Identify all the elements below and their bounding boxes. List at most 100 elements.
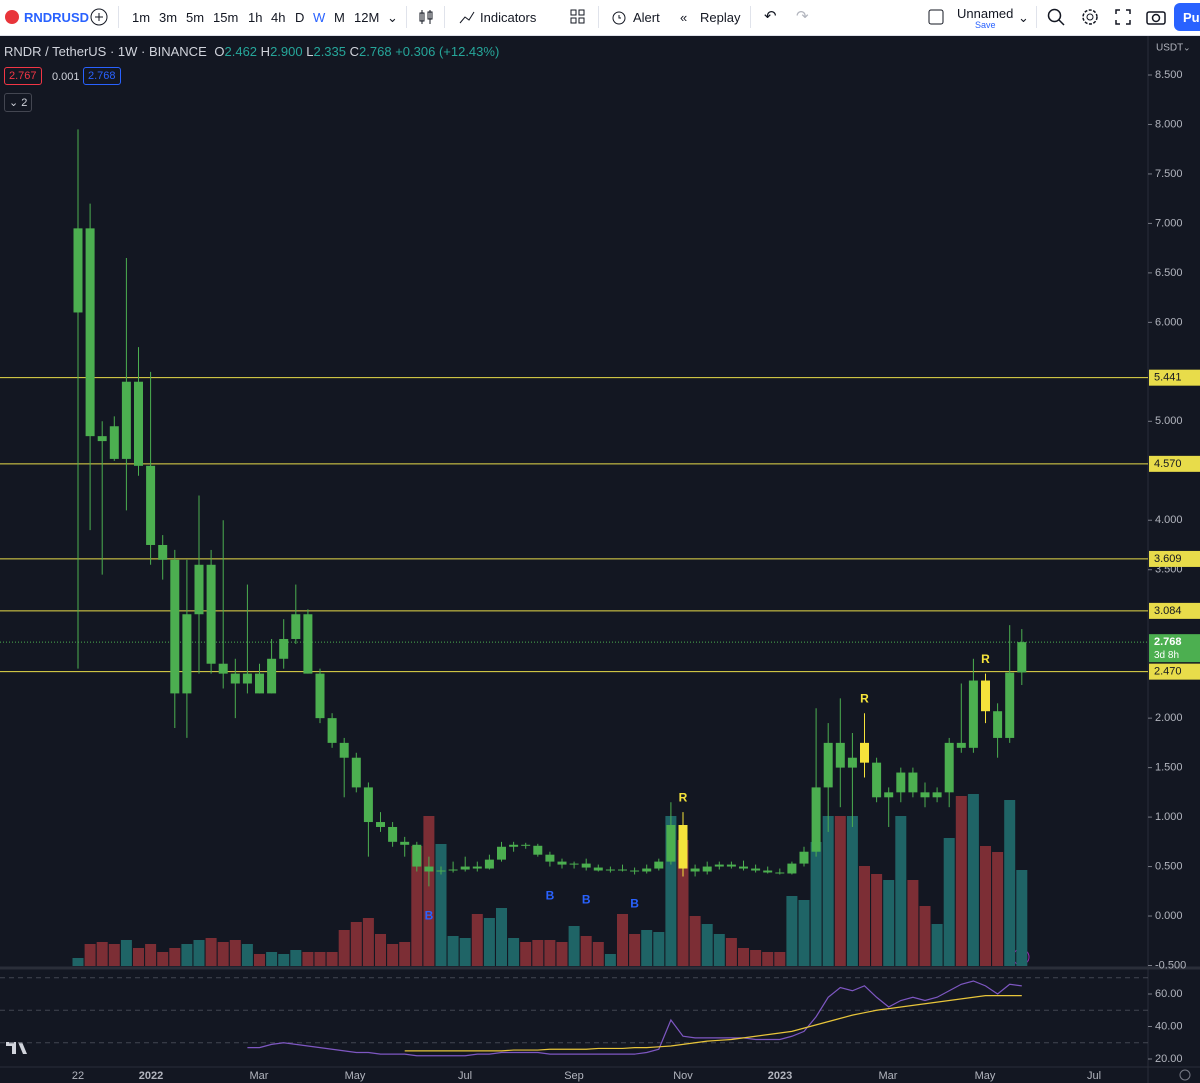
high: 2.900 [270, 44, 303, 59]
layout-name[interactable]: Unnamed [957, 6, 1014, 21]
currency-dropdown[interactable]: ⌄ [1183, 42, 1191, 52]
candle-body [751, 868, 761, 871]
undo[interactable]: ↶ [764, 8, 777, 25]
chart-type[interactable] [418, 8, 434, 26]
rsi-tick-label: 20.00 [1155, 1053, 1183, 1065]
level-label-bg [1149, 455, 1200, 472]
candle-body [339, 742, 349, 758]
separator [1036, 6, 1037, 28]
x-tick-label: 22 [72, 1070, 84, 1082]
volume-bar [725, 938, 737, 966]
y-tick-label: 0.000 [1155, 910, 1183, 922]
x-tick-label: 2022 [139, 1070, 163, 1082]
signal-label: R [860, 691, 869, 705]
volume-bar [459, 938, 471, 966]
candle-body [860, 742, 869, 763]
interval[interactable]: D [295, 10, 305, 25]
volume-bar [846, 816, 858, 966]
interval[interactable]: 4h [271, 10, 286, 25]
search[interactable] [1047, 8, 1065, 26]
y-tick-label: 7.000 [1155, 217, 1183, 229]
candle-body [291, 614, 301, 639]
interval-dropdown[interactable]: ⌄ [387, 10, 398, 25]
layout-status: Save [975, 20, 996, 30]
candle-body [581, 863, 591, 868]
volume-bar [967, 794, 979, 966]
h-label: H [260, 44, 271, 59]
open: 2.462 [224, 44, 258, 59]
candle-body [303, 614, 313, 674]
add-symbol[interactable] [90, 8, 108, 26]
interval[interactable]: 15m [213, 10, 239, 25]
interval[interactable]: 1h [248, 10, 263, 25]
candle-body [121, 381, 131, 459]
interval[interactable]: 12M [354, 10, 380, 25]
volume-bar [387, 944, 399, 966]
ask[interactable]: 2.768 [83, 67, 121, 85]
volume-bar [338, 930, 350, 966]
timezone[interactable] [1179, 1069, 1191, 1081]
candle-body [823, 742, 833, 788]
volume-bar [399, 942, 411, 966]
fullscreen[interactable] [1114, 8, 1132, 26]
l-label: L [306, 44, 314, 59]
volume-bar [943, 838, 955, 966]
volume-bar [544, 940, 556, 966]
volume-bar [447, 936, 459, 966]
volume-bar [798, 900, 810, 966]
volume-bar [229, 940, 241, 966]
separator [406, 6, 407, 28]
publish-button[interactable]: Pu [1174, 3, 1200, 31]
candle-body [158, 544, 168, 560]
volume-bar [193, 940, 205, 966]
separator [444, 6, 445, 28]
separator [598, 6, 599, 28]
alert-icon [612, 11, 626, 25]
candle-body [388, 826, 398, 842]
bid[interactable]: 2.767 [4, 67, 42, 85]
level-label-bg [1149, 602, 1200, 619]
volume-bar [496, 908, 507, 966]
replay[interactable]: Replay [700, 10, 741, 25]
volume-bar [1004, 800, 1016, 966]
level-label: 2.470 [1154, 666, 1182, 678]
indicators[interactable]: Indicators [480, 10, 537, 25]
volume-bar [133, 948, 144, 966]
level-label-bg [1149, 550, 1200, 567]
candle-body [775, 872, 785, 874]
interval[interactable]: 5m [186, 10, 205, 25]
interval[interactable]: M [334, 10, 345, 25]
countdown: 3d 8h [1154, 650, 1179, 661]
volume-bar [629, 934, 641, 966]
symbol-icon [5, 10, 19, 24]
candle-body [484, 859, 494, 869]
volume-bar [290, 950, 302, 966]
candle-body [884, 792, 894, 798]
snapshot[interactable] [1146, 8, 1166, 26]
settings[interactable] [1081, 8, 1099, 26]
candle-body [956, 742, 966, 748]
candle-body [763, 870, 773, 873]
candle-body [557, 861, 567, 865]
redo[interactable]: ↷ [796, 8, 809, 25]
interval[interactable]: 3m [159, 10, 178, 25]
candle-body [872, 762, 882, 798]
templates[interactable] [570, 9, 586, 25]
indicators-collapse[interactable]: ⌄ 2 [4, 93, 33, 112]
symbol[interactable]: RNDRUSD [24, 10, 89, 25]
volume-bar [266, 952, 278, 966]
publish[interactable]: Pu [1183, 10, 1200, 25]
candle-body [593, 867, 603, 871]
volume-bar [859, 866, 870, 966]
x-tick-label: Jul [1087, 1070, 1101, 1082]
interval[interactable]: 1m [132, 10, 151, 25]
layout-dropdown[interactable]: ⌄ [1018, 10, 1029, 25]
candle-body [993, 711, 1003, 738]
candle-body [472, 866, 482, 869]
candle-body [267, 658, 277, 694]
alert[interactable]: Alert [633, 10, 660, 25]
candle-body [702, 866, 712, 872]
interval-active[interactable]: W [313, 10, 326, 25]
candle-body [714, 864, 724, 867]
